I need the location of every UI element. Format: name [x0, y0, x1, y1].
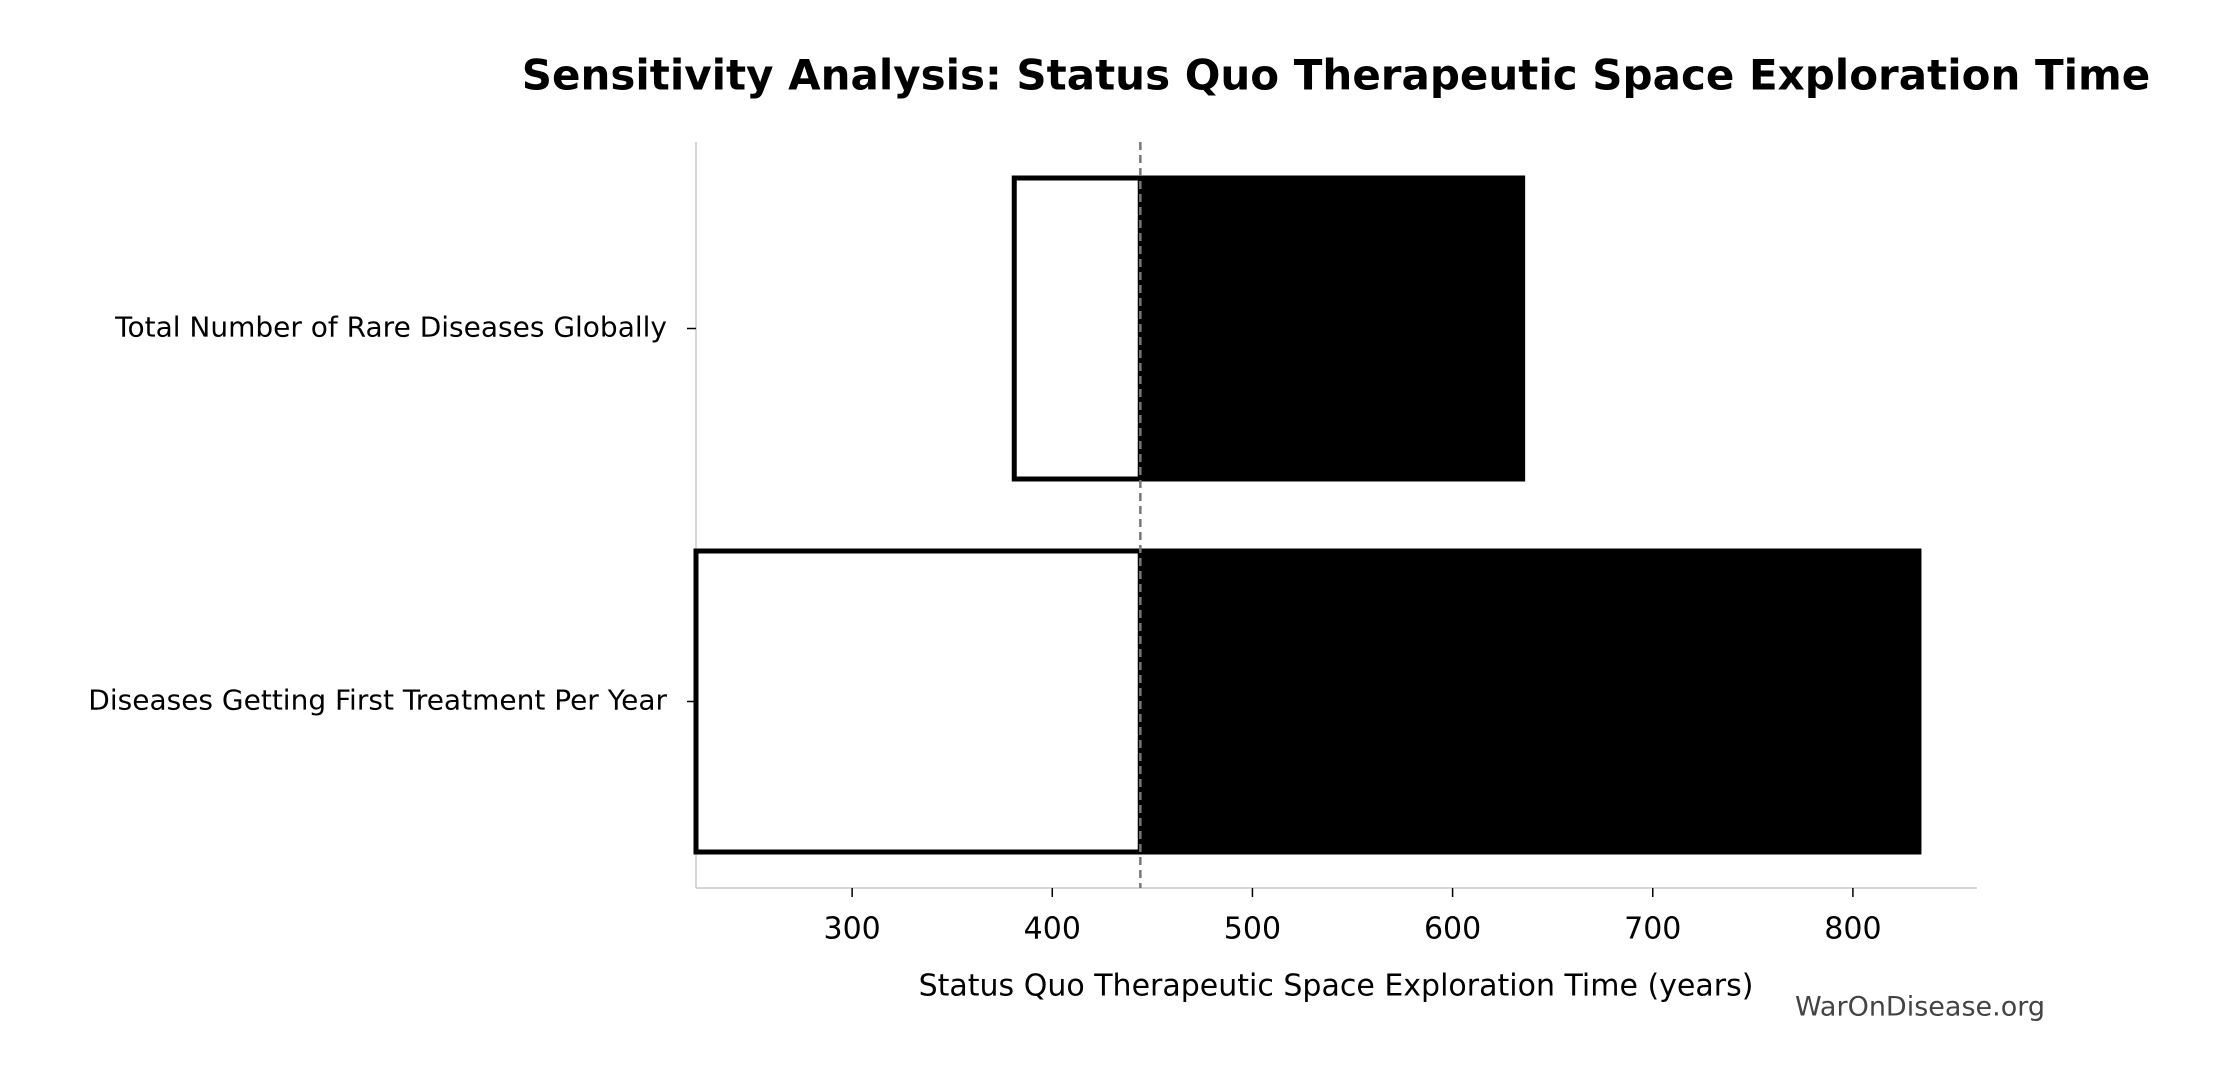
watermark: WarOnDisease.org: [1795, 992, 2045, 1023]
x-tick-label: 300: [823, 912, 880, 947]
chart-title: Sensitivity Analysis: Status Quo Therape…: [522, 51, 2151, 100]
x-tick-label: 500: [1224, 912, 1281, 947]
y-tick-label: Diseases Getting First Treatment Per Yea…: [88, 684, 667, 717]
y-tick-label: Total Number of Rare Diseases Globally: [114, 311, 667, 344]
bar: [1011, 175, 1143, 482]
bar: [1137, 548, 1922, 855]
x-tick-label: 600: [1424, 912, 1481, 947]
bar: [1137, 175, 1526, 482]
x-tick-label: 800: [1824, 912, 1881, 947]
x-axis-label: Status Quo Therapeutic Space Exploration…: [919, 969, 1754, 1004]
x-tick-label: 400: [1024, 912, 1081, 947]
x-tick-label: 700: [1624, 912, 1681, 947]
bar: [693, 548, 1143, 855]
